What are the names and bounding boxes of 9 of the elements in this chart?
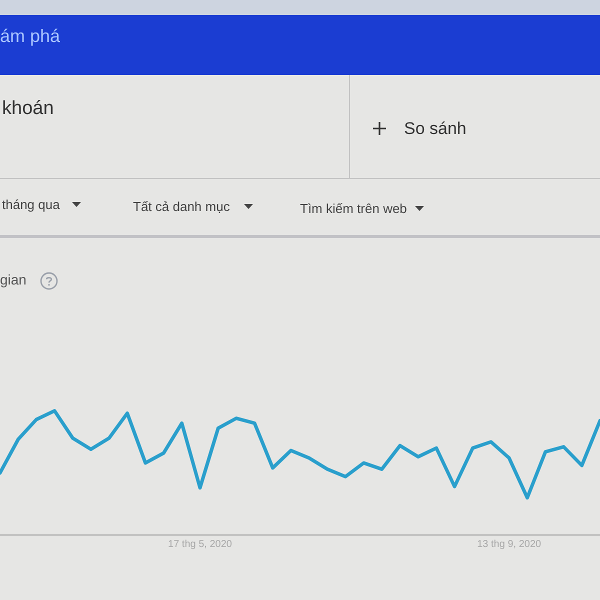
- text: Tìm kiếm trên web: [300, 201, 407, 217]
- text: khoán: [2, 98, 54, 121]
- text: ám phá: [0, 26, 60, 48]
- chart-title: gian: [0, 271, 26, 288]
- x-tick-label: 13 thg 9, 2020: [477, 538, 542, 550]
- text: tháng qua: [2, 197, 60, 213]
- text: So sánh: [404, 119, 466, 140]
- text: Tất cả danh mục: [133, 199, 230, 215]
- x-tick-label: 17 thg 5, 2020: [168, 538, 232, 550]
